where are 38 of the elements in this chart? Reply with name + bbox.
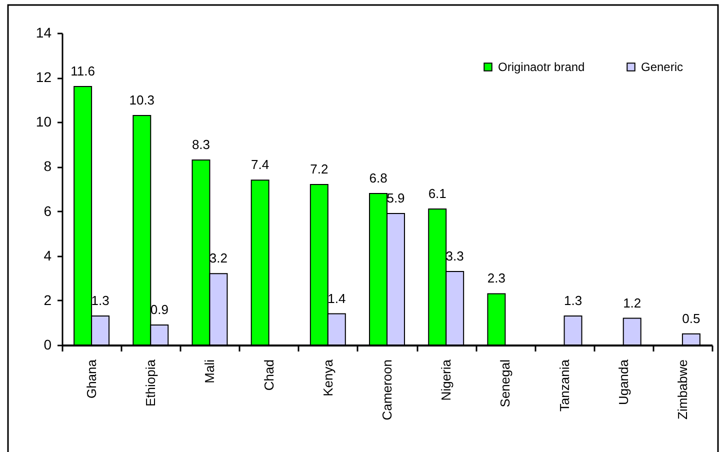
- x-tick-label: Kenya: [320, 358, 336, 396]
- legend-label: Originaotr brand: [498, 60, 585, 74]
- x-tick-label: Zimbabwe: [674, 360, 690, 420]
- y-tick-label: 6: [44, 202, 52, 219]
- y-tick-label: 0: [44, 336, 52, 352]
- data-label: 3.3: [446, 248, 464, 264]
- data-label: 7.2: [310, 162, 328, 177]
- data-label: 0.5: [682, 310, 700, 326]
- x-tick-label: Cameroon: [380, 360, 394, 420]
- x-tick-label: Ghana: [84, 358, 100, 399]
- y-tick-label: 10: [36, 114, 52, 130]
- data-label: 6.8: [369, 170, 388, 186]
- legend-label: Generic: [641, 60, 684, 74]
- x-tick-label: Ethiopia: [143, 358, 158, 406]
- x-tick-label: Uganda: [616, 358, 631, 406]
- x-tick-label: Tanzania: [556, 358, 572, 412]
- y-tick-label: 14: [36, 24, 52, 40]
- data-label: 1.3: [91, 293, 110, 308]
- data-label: 11.6: [70, 63, 95, 78]
- x-tick-label: Nigeria: [438, 358, 454, 401]
- data-label: 1.2: [623, 295, 642, 310]
- y-tick-label: 2: [44, 292, 52, 308]
- data-label: 7.4: [251, 157, 270, 172]
- data-label: 3.2: [209, 250, 228, 266]
- data-label: 6.1: [428, 186, 446, 202]
- data-label: 2.3: [487, 270, 506, 286]
- data-label: 5.9: [386, 190, 405, 206]
- data-label: 1.4: [328, 290, 346, 306]
- data-label: 8.3: [192, 137, 210, 152]
- x-tick-label: Chad: [261, 360, 276, 391]
- data-label: 10.3: [129, 92, 155, 108]
- x-tick-label: Mali: [202, 359, 218, 384]
- x-tick-label: Senegal: [498, 359, 513, 408]
- data-label: 1.3: [564, 293, 582, 308]
- y-tick-label: 8: [44, 158, 52, 174]
- y-tick-label: 4: [44, 247, 52, 264]
- y-tick-label: 12: [36, 69, 52, 86]
- data-label: 0.9: [150, 302, 168, 317]
